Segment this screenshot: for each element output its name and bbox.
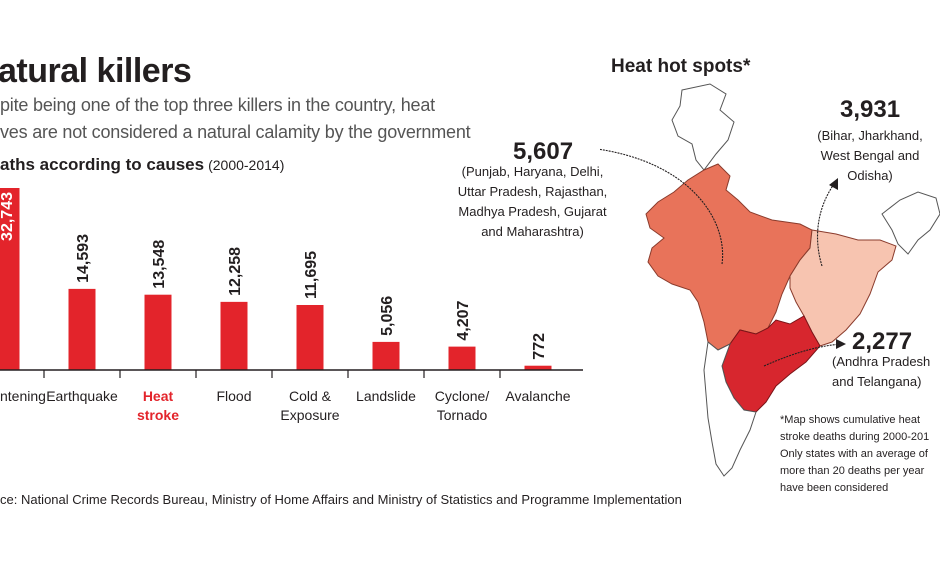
category-label: Avalanche (505, 388, 570, 404)
region-states-line: (Punjab, Haryana, Delhi, (461, 164, 604, 179)
region-value-east: 3,931 (840, 96, 901, 123)
footnote-line: more than 20 deaths per year (780, 465, 925, 477)
bar-value-label: 32,743 (0, 192, 16, 241)
region-states-line: Madhya Pradesh, Gujarat (458, 204, 607, 219)
chart-heading: aths according to causes (2000-2014) (0, 155, 284, 175)
bar (372, 341, 400, 370)
callout-arrow-east (817, 183, 835, 267)
category-label: Heat (143, 388, 174, 404)
region-value-north-west: 5,607 (513, 138, 574, 165)
map-region-north-west (645, 163, 813, 351)
bar (144, 294, 172, 370)
map-north-region (671, 83, 735, 171)
region-states-line: (Bihar, Jharkhand, (817, 128, 923, 143)
bar (296, 304, 324, 370)
map-footnote: *Map shows cumulative heat stroke deaths… (780, 412, 929, 497)
region-value-south-east: 2,277 (852, 328, 913, 355)
category-label: Landslide (356, 388, 416, 404)
map-south-region (703, 341, 757, 477)
chart-heading-label: aths according to causes (0, 155, 205, 174)
bar-value-label: 12,258 (227, 247, 244, 296)
bar-value-label: 14,593 (75, 234, 92, 283)
footnote-line: stroke deaths during 2000-201 (780, 431, 930, 443)
bar-value-label: 5,056 (379, 296, 396, 336)
page-title: atural killers (0, 52, 192, 90)
ticks-layer (43, 370, 501, 378)
map-northeast-region (881, 191, 940, 255)
category-label: ntening (0, 388, 46, 404)
chart-heading-years: (2000-2014) (208, 157, 285, 173)
category-label: Tornado (437, 407, 488, 423)
bar-value-label: 11,695 (303, 251, 320, 299)
bar (0, 188, 20, 370)
bar-value-label: 13,548 (151, 240, 168, 289)
region-states-north-west: (Punjab, Haryana, Delhi, Uttar Pradesh, … (455, 162, 610, 242)
footnote-line: have been considered (780, 482, 889, 494)
region-states-line: (Andhra Pradesh (832, 354, 931, 369)
region-states-east: (Bihar, Jharkhand, West Bengal and Odish… (800, 126, 940, 186)
bars-layer: 32,743 14,593 13,548 12,258 11,695 5,056 4,207… (0, 188, 552, 370)
subtitle-line-2: ves are not considered a natural calamit… (0, 122, 471, 142)
category-label: Cold & (289, 388, 332, 404)
category-label: stroke (137, 407, 179, 423)
footnote-line: *Map shows cumulative heat (780, 414, 921, 426)
map-region-east (789, 229, 897, 347)
bar (524, 365, 552, 370)
category-label: Exposure (280, 407, 339, 423)
bar-chart: 32,743 14,593 13,548 12,258 11,695 5,056 4,207… (0, 188, 583, 423)
subtitle-line-1: pite being one of the top three killers … (0, 95, 435, 115)
region-states-south-east: (Andhra Pradesh and Telangana) (832, 352, 940, 392)
bar (448, 346, 476, 370)
callout-arrow-south-east (763, 343, 841, 367)
bar (68, 288, 96, 370)
region-states-line: Odisha) (847, 168, 893, 183)
region-states-line: West Bengal and (820, 148, 920, 163)
bar-value-label: 772 (531, 333, 548, 360)
category-label: Earthquake (46, 388, 118, 404)
category-label: Cyclone/ (435, 388, 490, 404)
category-labels-layer: ntening Earthquake Heat stroke Flood Cold & Ex… (0, 388, 571, 423)
bar (220, 301, 248, 370)
region-states-line: Uttar Pradesh, Rajasthan, (457, 184, 608, 199)
callout-arrowhead-south-east (836, 339, 846, 349)
callout-arrowhead-east (829, 178, 838, 190)
footnote-line: Only states with an average of (780, 448, 928, 460)
region-states-line: and Maharashtra) (481, 224, 584, 239)
bar-value-label: 4,207 (455, 300, 472, 340)
map-title: Heat hot spots* (611, 56, 751, 77)
category-label: Flood (216, 388, 251, 404)
region-states-line: and Telangana) (832, 374, 922, 389)
india-map (600, 83, 940, 477)
source-note: ce: National Crime Records Bureau, Minis… (0, 492, 682, 507)
callout-arrow-north-west (600, 149, 724, 265)
